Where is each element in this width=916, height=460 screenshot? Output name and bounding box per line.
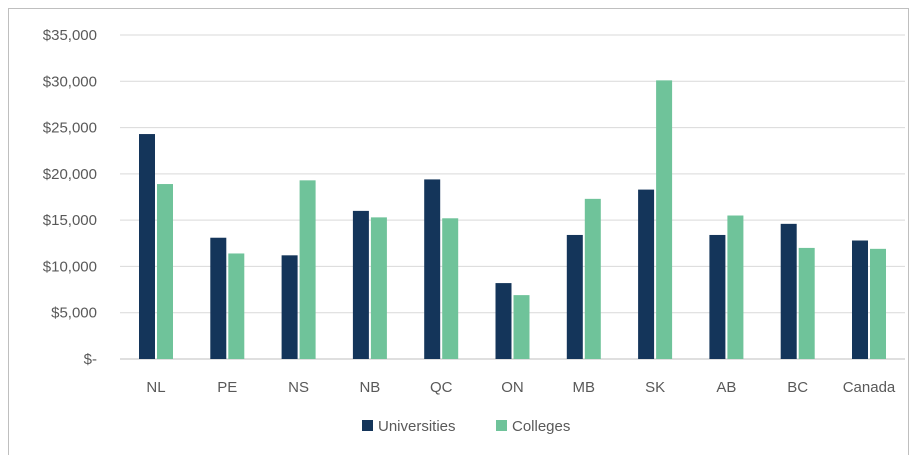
y-tick-label: $35,000 <box>43 27 97 44</box>
x-tick-label: PE <box>217 379 237 396</box>
bar-universities-qc <box>424 179 441 359</box>
x-tick-label: NL <box>146 379 165 396</box>
x-tick-label: NB <box>359 379 380 396</box>
bars <box>139 80 886 360</box>
legend: Universities Colleges <box>362 418 570 435</box>
bar-universities-mb <box>566 234 583 359</box>
bar-colleges-sk <box>656 80 673 360</box>
bar-colleges-nb <box>370 217 387 359</box>
bar-universities-on <box>495 283 512 359</box>
y-tick-label: $15,000 <box>43 212 97 229</box>
gridlines <box>120 34 905 360</box>
x-tick-label: Canada <box>843 379 896 396</box>
bar-universities-ns <box>281 255 298 359</box>
bar-colleges-qc <box>442 218 459 359</box>
x-tick-label: ON <box>501 379 524 396</box>
y-axis-tick-labels: $- $5,000 $10,000 $15,000 $20,000 $25,000 $30,… <box>43 27 97 368</box>
bar-colleges-on <box>513 295 530 359</box>
legend-label-universities: Universities <box>378 418 456 435</box>
bar-colleges-pe <box>228 253 245 359</box>
bar-universities-bc <box>780 223 797 359</box>
x-tick-label: NS <box>288 379 309 396</box>
bar-universities-canada <box>852 240 868 359</box>
x-tick-label: QC <box>430 379 453 396</box>
bar-colleges-ns <box>299 180 316 359</box>
x-tick-label: MB <box>573 379 596 396</box>
y-tick-label: $25,000 <box>43 120 97 137</box>
y-tick-label: $10,000 <box>43 258 97 275</box>
x-tick-label: BC <box>787 379 808 396</box>
y-tick-label: $5,000 <box>51 305 97 322</box>
legend-swatch-colleges <box>496 420 507 431</box>
bar-colleges-ab <box>727 215 744 359</box>
y-tick-label: $- <box>84 351 97 368</box>
bar-colleges-nl <box>157 184 173 359</box>
y-tick-label: $30,000 <box>43 73 97 90</box>
x-axis-tick-labels: NL PE NS NB QC ON MB SK AB BC Canada <box>146 379 896 396</box>
bar-colleges-mb <box>584 198 601 359</box>
legend-swatch-universities <box>362 420 373 431</box>
legend-label-colleges: Colleges <box>512 418 570 435</box>
bar-universities-nb <box>352 210 369 359</box>
x-tick-label: SK <box>645 379 665 396</box>
bar-universities-pe <box>210 237 227 359</box>
bar-universities-sk <box>638 189 655 359</box>
y-tick-label: $20,000 <box>43 166 97 183</box>
bar-colleges-bc <box>798 247 815 359</box>
x-tick-label: AB <box>716 379 736 396</box>
bar-universities-ab <box>709 234 726 359</box>
bar-universities-nl <box>139 134 155 359</box>
bar-colleges-canada <box>870 248 886 359</box>
